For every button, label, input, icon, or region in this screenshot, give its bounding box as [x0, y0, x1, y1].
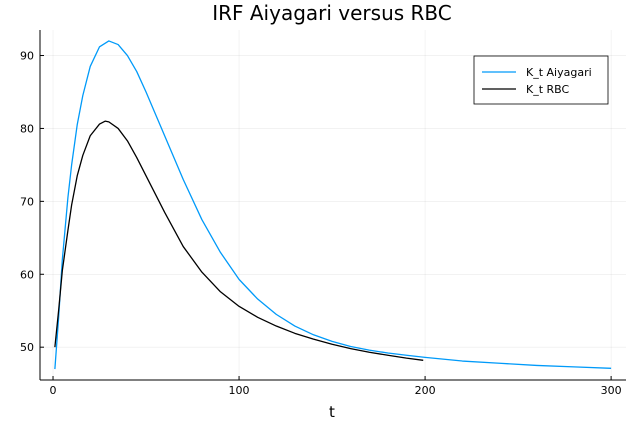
series-layer [54, 40, 612, 370]
y-tick-label: 60 [20, 268, 34, 281]
legend-box [473, 55, 609, 105]
x-tick-label: 0 [50, 384, 57, 397]
x-tick-label: 200 [415, 384, 436, 397]
grid [40, 30, 626, 380]
x-tick-label: 300 [601, 384, 622, 397]
series-line-2 [54, 120, 424, 361]
x-tick-label: 100 [229, 384, 250, 397]
series-line-1 [54, 40, 612, 370]
axes: 0 100 200 300 50 60 70 80 90 [20, 30, 626, 397]
chart-title: IRF Aiyagari versus RBC [212, 1, 452, 25]
legend-label: K_t RBC [526, 83, 570, 96]
y-tick-label: 90 [20, 50, 34, 63]
legend: K_t Aiyagari K_t RBC [473, 55, 609, 105]
y-tick-label: 50 [20, 341, 34, 354]
legend-label: K_t Aiyagari [526, 66, 592, 79]
x-axis-label: t [329, 403, 335, 421]
y-tick-label: 80 [20, 122, 34, 135]
y-tick-label: 70 [20, 195, 34, 208]
